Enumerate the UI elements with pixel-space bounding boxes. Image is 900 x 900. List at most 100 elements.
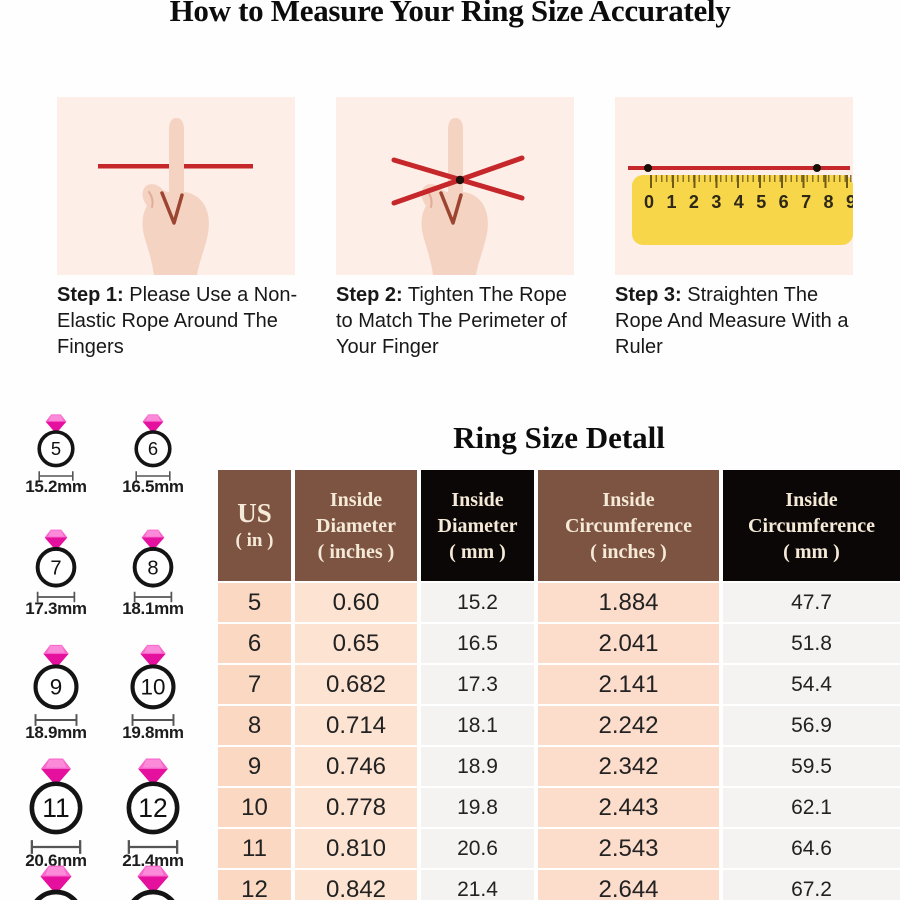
header-line: ( inches )	[317, 540, 395, 563]
ring-diameter-label: 17.3mm	[25, 599, 87, 618]
cell-diameter-in: 0.746	[295, 747, 417, 786]
ring-icon: 6	[134, 414, 172, 481]
ring-icon: 12	[126, 758, 180, 854]
ring-size-5-diagram: 5 15.2mm	[24, 412, 88, 497]
hand-with-rope-icon	[98, 116, 253, 275]
step3-label: Step 3:	[615, 284, 682, 306]
cell-circumference-mm: 67.2	[723, 870, 900, 900]
cell-us-size: 12	[218, 870, 291, 900]
ring-diameter-label: 19.8mm	[122, 722, 184, 742]
cell-diameter-mm: 18.1	[421, 706, 534, 745]
ruler-major-ticks	[650, 175, 853, 188]
step3-illustration: 0 1 2 3 4 5 6 7 8 9	[615, 97, 853, 275]
cell-circumference-in: 2.543	[538, 829, 719, 868]
ruler-digit: 7	[801, 192, 812, 212]
step1-label: Step 1:	[57, 284, 124, 306]
ruler-scale: 0 1 2 3 4 5 6 7 8 9	[644, 192, 853, 213]
header-line: Inside	[451, 488, 504, 511]
step3-caption: Step 3: Straighten The Rope And Measure …	[615, 282, 867, 360]
cell-circumference-mm: 59.5	[723, 747, 900, 786]
ring-diameter-label: 15.2mm	[25, 477, 87, 497]
cell-circumference-mm: 64.6	[723, 829, 900, 868]
cell-us-size: 11	[218, 829, 291, 868]
cell-diameter-in: 0.60	[295, 583, 417, 622]
cell-diameter-mm: 17.3	[421, 665, 534, 704]
ring-icon: 5	[37, 414, 75, 481]
cell-us-size: 7	[218, 665, 291, 704]
size-chart-title: Ring Size Detall	[453, 420, 665, 455]
header-inside-circumference-inches: Inside Circumference ( inches )	[538, 470, 719, 581]
cell-circumference-mm: 62.1	[723, 788, 900, 827]
ruler-digit: 1	[666, 192, 677, 212]
ring-size-6-diagram: 6 16.5mm	[121, 412, 185, 497]
header-line: Diameter	[437, 514, 518, 537]
step2-illustration	[336, 97, 574, 275]
header-line: Inside	[602, 488, 655, 511]
ruler-digit: 9	[845, 192, 853, 212]
cell-diameter-mm: 19.8	[421, 788, 534, 827]
ruler-icon: 0 1 2 3 4 5 6 7 8 9	[632, 175, 853, 245]
cell-diameter-in: 0.842	[295, 870, 417, 900]
header-inside-diameter-inches: Inside Diameter ( inches )	[295, 470, 417, 581]
cell-circumference-in: 2.141	[538, 665, 719, 704]
cell-diameter-mm: 15.2	[421, 583, 534, 622]
step2-label: Step 2:	[336, 284, 403, 306]
ring-size-number: 12	[138, 793, 167, 823]
ring-icon: 8	[132, 529, 174, 603]
ring-size-number: 7	[50, 557, 61, 579]
ruler-digit: 3	[711, 192, 722, 212]
step1-text: Please Use a Non-Elastic Rope Around The…	[57, 284, 298, 358]
header-inside-circumference-mm: Inside Circumference ( mm )	[723, 470, 900, 581]
cell-diameter-in: 0.65	[295, 624, 417, 663]
ring-diameter-label: 20.6mm	[25, 851, 87, 871]
cell-us-size: 5	[218, 583, 291, 622]
cell-diameter-mm: 16.5	[421, 624, 534, 663]
ring-icon: 7	[35, 529, 77, 603]
ruler-digit: 0	[644, 192, 655, 212]
header-line: ( mm )	[449, 540, 506, 563]
cell-circumference-mm: 47.7	[723, 583, 900, 622]
header-line: Diameter	[316, 514, 396, 537]
ring-diameter-label: 18.1mm	[122, 599, 184, 618]
cell-diameter-mm: 20.6	[421, 829, 534, 868]
ring-size-number: 5	[51, 438, 61, 459]
cell-us-size: 8	[218, 706, 291, 745]
ring-size-12-diagram: 12 21.4mm	[107, 755, 199, 871]
cell-us-size: 9	[218, 747, 291, 786]
cell-circumference-in: 2.342	[538, 747, 719, 786]
page-title: How to Measure Your Ring Size Accurately	[169, 0, 731, 28]
rope-knot-dot	[455, 175, 465, 185]
header-us: US ( in )	[218, 470, 291, 581]
cell-circumference-mm: 51.8	[723, 624, 900, 663]
header-line: ( in )	[235, 529, 274, 551]
cell-us-size: 6	[218, 624, 291, 663]
header-line: ( inches )	[590, 540, 667, 563]
ring-icon: 11	[29, 758, 83, 854]
ring-diameter-label: 18.9mm	[25, 722, 87, 742]
step2-caption: Step 2: Tighten The Rope to Match The Pe…	[336, 282, 588, 360]
ring-size-number: 9	[50, 675, 62, 700]
step2-text: Tighten The Rope to Match The Perimeter …	[336, 284, 567, 358]
step1-illustration	[57, 97, 295, 275]
ruler-digit: 2	[688, 192, 699, 212]
ring-diagram-partial	[8, 862, 104, 900]
cell-circumference-in: 1.884	[538, 583, 719, 622]
cell-diameter-mm: 21.4	[421, 870, 534, 900]
straightened-rope-line	[628, 164, 850, 172]
ring-diameter-label: 16.5mm	[122, 477, 184, 497]
ring-size-number: 8	[147, 557, 158, 579]
ring-icon: 10	[130, 644, 176, 726]
ring-size-number: 6	[148, 438, 158, 459]
cell-circumference-in: 2.644	[538, 870, 719, 900]
ruler-digit: 5	[756, 192, 767, 212]
step1-caption: Step 1: Please Use a Non-Elastic Rope Ar…	[57, 282, 309, 360]
cell-diameter-in: 0.682	[295, 665, 417, 704]
ring-diameter-label: 21.4mm	[122, 851, 184, 871]
ruler-digit: 6	[778, 192, 789, 212]
ring-size-table: US ( in ) Inside Diameter ( inches ) Ins…	[218, 470, 900, 900]
ring-size-number: 11	[42, 793, 69, 823]
ring-icon	[131, 865, 175, 900]
cell-circumference-in: 2.443	[538, 788, 719, 827]
step3-text: Straighten The Rope And Measure With a R…	[615, 284, 849, 358]
